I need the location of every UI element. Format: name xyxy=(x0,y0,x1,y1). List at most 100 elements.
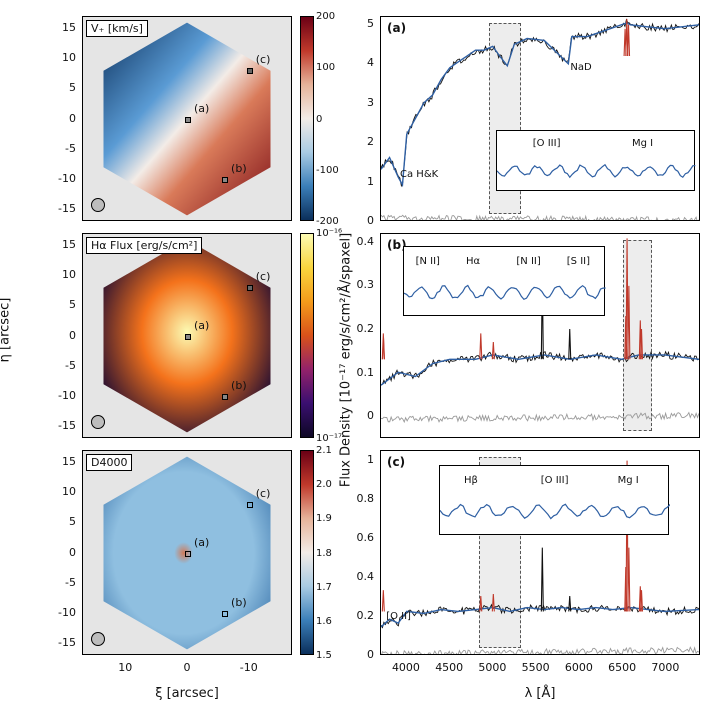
cbar-tick: 0 xyxy=(313,114,322,125)
colorbar: 10⁻¹⁶10⁻¹⁷ xyxy=(300,233,314,438)
map-marker xyxy=(247,68,253,74)
ytick: -15 xyxy=(52,202,76,215)
inset-label: [N II] xyxy=(416,256,440,267)
ytick: 2 xyxy=(346,135,374,148)
ytick: 1 xyxy=(346,175,374,188)
ytick: 15 xyxy=(52,455,76,468)
map-marker xyxy=(222,177,228,183)
xlabel-map: ξ [arcsec] xyxy=(82,686,292,701)
cbar-tick: 2.1 xyxy=(313,445,332,456)
inset-label: [O III] xyxy=(541,475,569,486)
xlabel-spec: λ [Å] xyxy=(380,686,700,701)
cbar-tick: 1.5 xyxy=(313,650,332,661)
cbar-tick: 1.8 xyxy=(313,548,332,559)
map-tag: D4000 xyxy=(86,454,132,471)
xtick: -10 xyxy=(240,661,258,674)
inset: [O III] Mg I xyxy=(496,130,694,192)
ytick: -15 xyxy=(52,419,76,432)
spectrum-panel-1: (b)[N II]Hα[N II][S II] xyxy=(380,233,700,438)
ytick: 0 xyxy=(52,546,76,559)
map-marker-label: (a) xyxy=(194,319,209,332)
map-marker-label: (c) xyxy=(256,487,271,500)
cbar-tick: 100 xyxy=(313,62,335,73)
map-tag: V₊ [km/s] xyxy=(86,20,148,37)
ytick: 5 xyxy=(52,515,76,528)
xtick: 5500 xyxy=(522,661,550,674)
xtick: 6500 xyxy=(608,661,636,674)
ytick: 0 xyxy=(346,648,374,661)
map-marker xyxy=(185,117,191,123)
map-marker-label: (a) xyxy=(194,536,209,549)
map-marker xyxy=(222,394,228,400)
ytick: 0.6 xyxy=(346,531,374,544)
map-marker xyxy=(222,611,228,617)
xtick: 6000 xyxy=(565,661,593,674)
ytick: -10 xyxy=(52,606,76,619)
inset-label: Mg I xyxy=(632,138,653,149)
xtick: 0 xyxy=(184,661,191,674)
cbar-tick: 10⁻¹⁷ xyxy=(313,433,342,444)
xtick: 5000 xyxy=(478,661,506,674)
cbar-tick: -200 xyxy=(313,216,339,227)
map-tag: Hα Flux [erg/s/cm²] xyxy=(86,237,202,254)
panel-letter: (c) xyxy=(387,455,405,469)
ytick: 0.2 xyxy=(346,609,374,622)
ytick: 0.2 xyxy=(346,322,374,335)
map-panel-2: D4000 (a) (b) (c) xyxy=(82,450,292,655)
cbar-tick: -100 xyxy=(313,165,339,176)
xtick: 4000 xyxy=(392,661,420,674)
ytick: 0 xyxy=(346,214,374,227)
ytick: 5 xyxy=(52,298,76,311)
ytick: 10 xyxy=(52,485,76,498)
map-marker-label: (a) xyxy=(194,102,209,115)
inset: [N II]Hα[N II][S II] xyxy=(403,246,605,316)
spectrum-panel-0: (a)[O III]Mg ICa H&KNaD xyxy=(380,16,700,221)
map-marker xyxy=(185,551,191,557)
cbar-tick: 1.6 xyxy=(313,616,332,627)
cbar-tick: 1.9 xyxy=(313,513,332,524)
beam-icon xyxy=(91,415,105,429)
xtick: 10 xyxy=(118,661,132,674)
colorbar: 2.12.01.91.81.71.61.5 xyxy=(300,450,314,655)
ytick: 5 xyxy=(52,81,76,94)
ytick: 0 xyxy=(52,329,76,342)
inset-label: Mg I xyxy=(618,475,639,486)
beam-icon xyxy=(91,632,105,646)
map-marker-label: (b) xyxy=(231,162,247,175)
inset-label: [O III] xyxy=(533,138,561,149)
ytick: 3 xyxy=(346,96,374,109)
ytick: 0 xyxy=(52,112,76,125)
ytick: 0 xyxy=(346,409,374,422)
ytick: 0.3 xyxy=(346,278,374,291)
map-marker-label: (b) xyxy=(231,596,247,609)
spec-annotation: [O II] xyxy=(386,611,411,622)
beam-icon xyxy=(91,198,105,212)
ytick: 15 xyxy=(52,238,76,251)
ytick: -10 xyxy=(52,172,76,185)
map-panel-1: Hα Flux [erg/s/cm²](a)(b)(c) xyxy=(82,233,292,438)
xtick: 4500 xyxy=(435,661,463,674)
ytick: 15 xyxy=(52,21,76,34)
ytick: 5 xyxy=(346,17,374,30)
panel-letter: (a) xyxy=(387,21,406,35)
ytick: -5 xyxy=(52,142,76,155)
cbar-tick: 10⁻¹⁶ xyxy=(313,228,342,239)
ytick: 0.1 xyxy=(346,366,374,379)
ytick: 0.4 xyxy=(346,570,374,583)
inset-label: Hβ xyxy=(464,475,478,486)
ytick: -10 xyxy=(52,389,76,402)
inset: Hβ [O III] Mg I xyxy=(439,465,669,535)
ytick: -15 xyxy=(52,636,76,649)
map-panel-0: V₊ [km/s](a)(b)(c) xyxy=(82,16,292,221)
ytick: -5 xyxy=(52,576,76,589)
ytick: 0.4 xyxy=(346,235,374,248)
cbar-tick: 2.0 xyxy=(313,479,332,490)
map-marker xyxy=(185,334,191,340)
spec-annotation: Ca H&K xyxy=(400,169,438,180)
cbar-tick: 200 xyxy=(313,11,335,22)
ytick: 10 xyxy=(52,268,76,281)
map-marker xyxy=(247,285,253,291)
map-marker xyxy=(247,502,253,508)
ytick: 0.8 xyxy=(346,492,374,505)
inset-label: [S II] xyxy=(567,256,590,267)
